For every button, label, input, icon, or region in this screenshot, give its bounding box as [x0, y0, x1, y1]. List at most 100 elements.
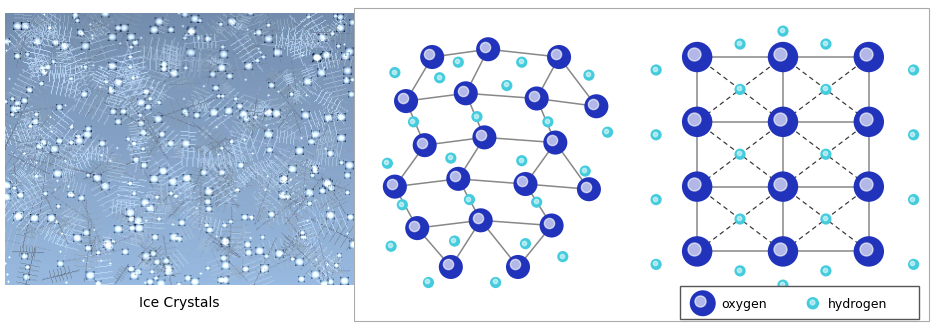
- Point: [517, 240, 532, 245]
- Point: [421, 280, 436, 285]
- Point: [541, 220, 556, 226]
- Point: [384, 244, 399, 249]
- Point: [817, 151, 832, 156]
- Point: [388, 70, 402, 75]
- Point: [649, 67, 664, 73]
- Point: [905, 131, 920, 136]
- Point: [577, 168, 592, 173]
- Point: [776, 184, 791, 189]
- Point: [772, 117, 787, 122]
- Point: [394, 201, 409, 206]
- Point: [422, 52, 437, 57]
- Point: [545, 137, 560, 143]
- Point: [444, 156, 459, 161]
- Point: [514, 158, 529, 163]
- Point: [695, 301, 710, 306]
- Point: [589, 104, 604, 109]
- Point: [529, 200, 544, 205]
- Point: [687, 117, 702, 122]
- Point: [586, 101, 601, 106]
- Point: [818, 152, 833, 157]
- Point: [499, 83, 514, 88]
- Point: [461, 196, 475, 201]
- Point: [410, 226, 425, 231]
- Point: [444, 264, 459, 270]
- Point: [818, 41, 833, 47]
- Point: [731, 215, 746, 221]
- Point: [468, 113, 483, 118]
- Point: [772, 181, 787, 187]
- Point: [406, 119, 421, 124]
- Point: [451, 176, 466, 181]
- Point: [440, 262, 455, 267]
- Point: [548, 140, 563, 145]
- Point: [649, 262, 664, 267]
- Point: [861, 249, 876, 254]
- Point: [687, 246, 702, 251]
- Point: [518, 181, 533, 187]
- Point: [648, 261, 663, 266]
- Point: [526, 93, 541, 98]
- Point: [580, 72, 595, 77]
- Point: [417, 143, 432, 148]
- Point: [555, 254, 570, 259]
- Point: [447, 174, 462, 179]
- Point: [733, 152, 748, 157]
- Point: [451, 60, 466, 65]
- Point: [687, 181, 702, 187]
- Point: [693, 298, 708, 303]
- Point: [906, 67, 921, 73]
- Point: [447, 238, 462, 244]
- Point: [379, 160, 394, 165]
- Point: [858, 246, 873, 251]
- Point: [513, 59, 528, 64]
- Point: [528, 199, 543, 204]
- Point: [905, 261, 920, 266]
- Point: [399, 98, 414, 104]
- Point: [477, 44, 492, 49]
- Point: [446, 237, 461, 243]
- Point: [805, 301, 820, 306]
- Point: [432, 75, 447, 80]
- Point: [858, 117, 873, 122]
- Point: [649, 197, 664, 202]
- Point: [906, 197, 921, 202]
- Point: [858, 181, 873, 187]
- Point: [733, 41, 748, 47]
- Point: [442, 155, 457, 160]
- Point: [470, 114, 485, 119]
- Point: [731, 40, 746, 46]
- Point: [861, 184, 876, 189]
- Point: [731, 151, 746, 156]
- FancyBboxPatch shape: [680, 286, 919, 319]
- Point: [405, 118, 420, 123]
- Point: [772, 52, 787, 57]
- Point: [474, 218, 489, 223]
- Point: [474, 132, 489, 137]
- Point: [455, 88, 470, 93]
- Point: [477, 135, 492, 140]
- Point: [470, 215, 485, 220]
- Point: [733, 268, 748, 273]
- Point: [804, 300, 819, 305]
- Point: [459, 91, 474, 96]
- Point: [690, 184, 705, 189]
- Point: [539, 118, 554, 123]
- Point: [540, 119, 555, 124]
- Point: [600, 130, 615, 135]
- Text: oxygen: oxygen: [722, 297, 767, 310]
- Point: [510, 264, 525, 270]
- Point: [514, 60, 529, 65]
- Point: [544, 223, 559, 228]
- Point: [905, 196, 920, 201]
- Point: [690, 119, 705, 124]
- Point: [733, 87, 748, 92]
- Point: [776, 283, 791, 288]
- Point: [731, 267, 746, 272]
- Point: [578, 184, 593, 189]
- Point: [449, 59, 464, 64]
- Point: [420, 279, 435, 284]
- Point: [518, 241, 533, 246]
- Point: [776, 54, 791, 60]
- Point: [648, 66, 663, 72]
